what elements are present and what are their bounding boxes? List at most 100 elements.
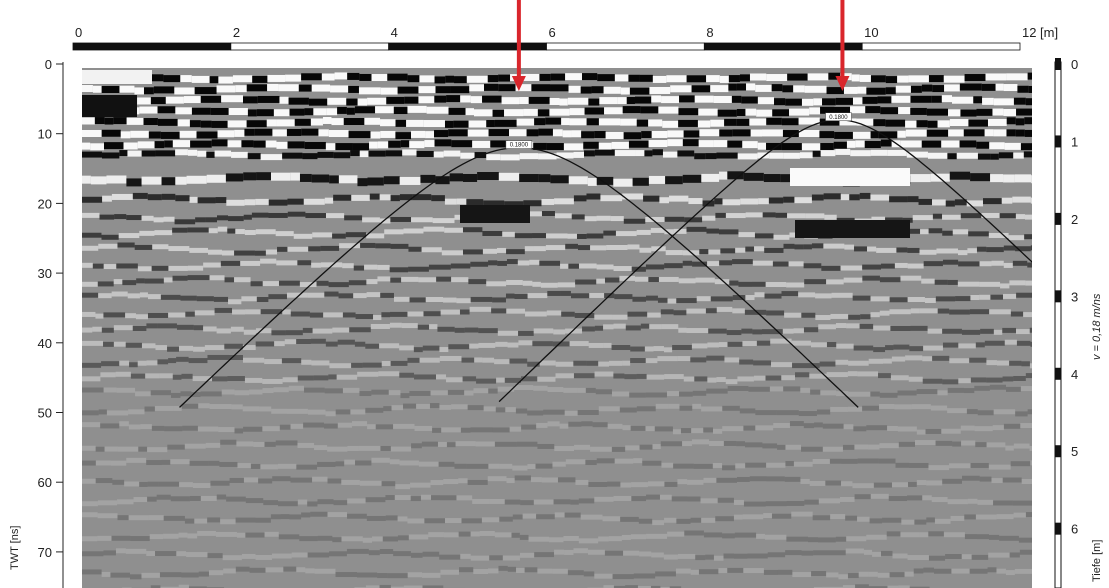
reflection-segment: [163, 216, 175, 222]
reflection-segment: [354, 106, 376, 114]
reflection-segment: [781, 143, 802, 151]
reflection-segment: [919, 532, 929, 538]
reflection-segment: [732, 129, 751, 137]
reflection-segment: [1002, 376, 1014, 382]
reflection-segment: [895, 462, 910, 468]
reflection-segment: [243, 172, 257, 181]
reflection-segment: [732, 308, 745, 314]
reflection-segment: [568, 85, 581, 93]
reflection-segment: [497, 247, 507, 253]
reflection-segment: [620, 87, 630, 95]
reflection-segment: [150, 97, 166, 105]
reflection-segment: [390, 243, 409, 249]
reflection-segment: [934, 568, 952, 574]
reflection-segment: [630, 534, 647, 540]
reflection-segment: [547, 290, 561, 296]
reflection-segment: [873, 482, 892, 488]
reflection-segment: [424, 518, 445, 524]
reflection-segment: [263, 500, 279, 506]
reflection-segment: [669, 586, 682, 588]
reflection-segment: [446, 95, 461, 103]
reflection-segment: [749, 476, 767, 482]
reflection-segment: [561, 118, 570, 126]
reflection-segment: [189, 120, 201, 128]
reflection-segment: [178, 584, 189, 588]
reflection-segment: [907, 263, 924, 269]
reflection-segment: [893, 344, 910, 350]
reflection-segment: [804, 499, 819, 505]
reflection-segment: [783, 196, 795, 203]
reflection-segment: [439, 554, 461, 560]
reflection-segment: [426, 106, 449, 114]
reflection-segment: [351, 194, 370, 201]
reflection-segment: [301, 128, 319, 136]
reflection-segment: [872, 551, 881, 557]
reflection-segment: [620, 516, 639, 522]
reflection-segment: [882, 517, 902, 523]
reflection-segment: [804, 85, 827, 93]
reflection-segment: [507, 342, 519, 348]
reflection-segment: [596, 215, 611, 221]
reflection-segment: [958, 261, 980, 267]
reflection-segment: [587, 549, 605, 555]
reflection-segment: [847, 573, 859, 579]
reflection-segment: [640, 323, 650, 329]
reflection-segment: [354, 341, 366, 347]
reflection-segment: [550, 175, 569, 184]
reflection-segment: [717, 497, 734, 503]
reflection-segment: [733, 499, 744, 505]
reflection-segment: [564, 410, 578, 416]
reflection-segment: [988, 464, 1011, 470]
reflection-segment: [897, 130, 906, 138]
scale-segment: [703, 42, 863, 51]
reflection-segment: [1009, 552, 1020, 558]
reflection-segment: [179, 130, 197, 138]
reflection-segment: [628, 74, 640, 82]
reflection-segment: [866, 87, 886, 95]
reflection-segment: [612, 574, 634, 580]
reflection-segment: [927, 152, 948, 159]
reflection-segment: [366, 279, 378, 285]
reflection-segment: [176, 324, 194, 330]
reflection-segment: [521, 376, 538, 382]
reflection-segment: [645, 358, 658, 364]
reflection-segment: [642, 460, 662, 466]
reflection-segment: [958, 378, 971, 384]
reflection-segment: [304, 141, 326, 149]
reflection-segment: [749, 73, 767, 81]
reflection-segment: [1008, 235, 1025, 241]
reflection-segment: [97, 281, 114, 287]
reflection-segment: [428, 532, 444, 538]
reflection-segment: [262, 378, 283, 384]
reflection-segment: [506, 279, 523, 285]
reflection-segment: [834, 131, 853, 139]
reflection-segment: [754, 246, 765, 252]
reflection-segment: [266, 119, 277, 127]
reflection-segment: [588, 98, 600, 106]
reflection-segment: [677, 479, 688, 485]
reflection-segment: [494, 532, 512, 538]
hyperbola-label: 0.1800: [510, 143, 529, 149]
reflection-segment: [353, 265, 365, 271]
reflection-segment: [1016, 292, 1032, 298]
reflection-segment: [941, 95, 953, 103]
reflection-segment: [417, 324, 430, 330]
reflection-segment: [498, 74, 511, 82]
reflection-segment: [128, 424, 141, 430]
reflection-segment: [984, 340, 1005, 346]
reflection-segment: [229, 477, 244, 483]
reflection-segment: [534, 118, 546, 126]
reflection-segment: [333, 500, 348, 506]
reflection-segment: [379, 549, 394, 555]
reflection-segment: [146, 360, 158, 366]
reflection-segment: [449, 173, 464, 182]
reflection-segment: [1030, 460, 1032, 466]
reflection-segment: [705, 308, 717, 314]
reflection-segment: [1003, 108, 1017, 116]
anomaly-dark: [460, 205, 530, 223]
reflection-segment: [517, 260, 530, 266]
reflection-segment: [443, 297, 457, 303]
reflection-segment: [190, 140, 212, 148]
reflection-segment: [836, 391, 849, 397]
reflection-segment: [482, 95, 502, 103]
